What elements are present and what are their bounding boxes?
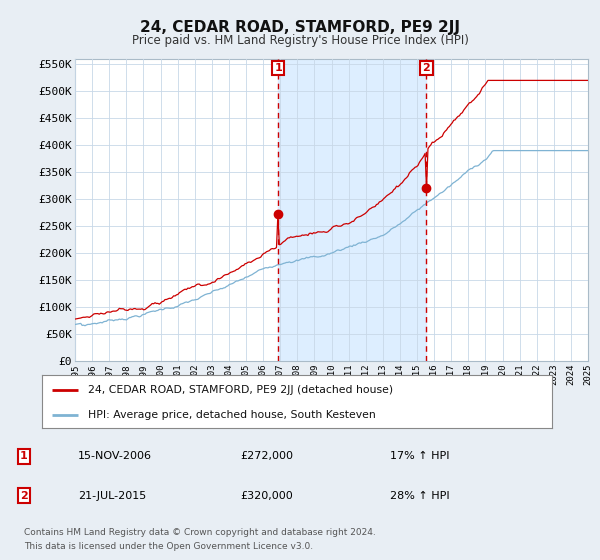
Text: 15-NOV-2006: 15-NOV-2006 xyxy=(78,451,152,461)
Text: 24, CEDAR ROAD, STAMFORD, PE9 2JJ (detached house): 24, CEDAR ROAD, STAMFORD, PE9 2JJ (detac… xyxy=(88,385,393,395)
Text: 1: 1 xyxy=(20,451,28,461)
Text: 1: 1 xyxy=(274,63,282,73)
Text: 2: 2 xyxy=(20,491,28,501)
Bar xyxy=(278,59,427,361)
Text: £320,000: £320,000 xyxy=(240,491,293,501)
Text: 24, CEDAR ROAD, STAMFORD, PE9 2JJ: 24, CEDAR ROAD, STAMFORD, PE9 2JJ xyxy=(140,20,460,35)
Text: £272,000: £272,000 xyxy=(240,451,293,461)
Text: This data is licensed under the Open Government Licence v3.0.: This data is licensed under the Open Gov… xyxy=(24,542,313,551)
Text: HPI: Average price, detached house, South Kesteven: HPI: Average price, detached house, Sout… xyxy=(88,410,376,420)
Text: 28% ↑ HPI: 28% ↑ HPI xyxy=(390,491,449,501)
Text: 2: 2 xyxy=(422,63,430,73)
Text: 21-JUL-2015: 21-JUL-2015 xyxy=(78,491,146,501)
Text: 17% ↑ HPI: 17% ↑ HPI xyxy=(390,451,449,461)
Text: Contains HM Land Registry data © Crown copyright and database right 2024.: Contains HM Land Registry data © Crown c… xyxy=(24,528,376,536)
Text: Price paid vs. HM Land Registry's House Price Index (HPI): Price paid vs. HM Land Registry's House … xyxy=(131,34,469,46)
